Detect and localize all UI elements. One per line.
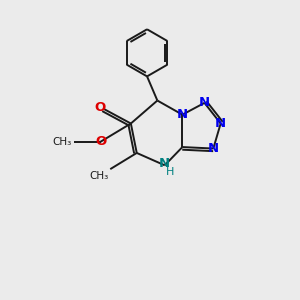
Text: N: N <box>199 96 210 110</box>
Text: O: O <box>95 135 106 148</box>
Text: O: O <box>94 100 106 113</box>
Text: N: N <box>208 142 219 155</box>
Text: CH₃: CH₃ <box>52 137 72 147</box>
Text: N: N <box>215 117 226 130</box>
Text: H: H <box>166 167 174 177</box>
Text: N: N <box>159 157 170 170</box>
Text: N: N <box>177 108 188 121</box>
Text: CH₃: CH₃ <box>89 171 109 181</box>
